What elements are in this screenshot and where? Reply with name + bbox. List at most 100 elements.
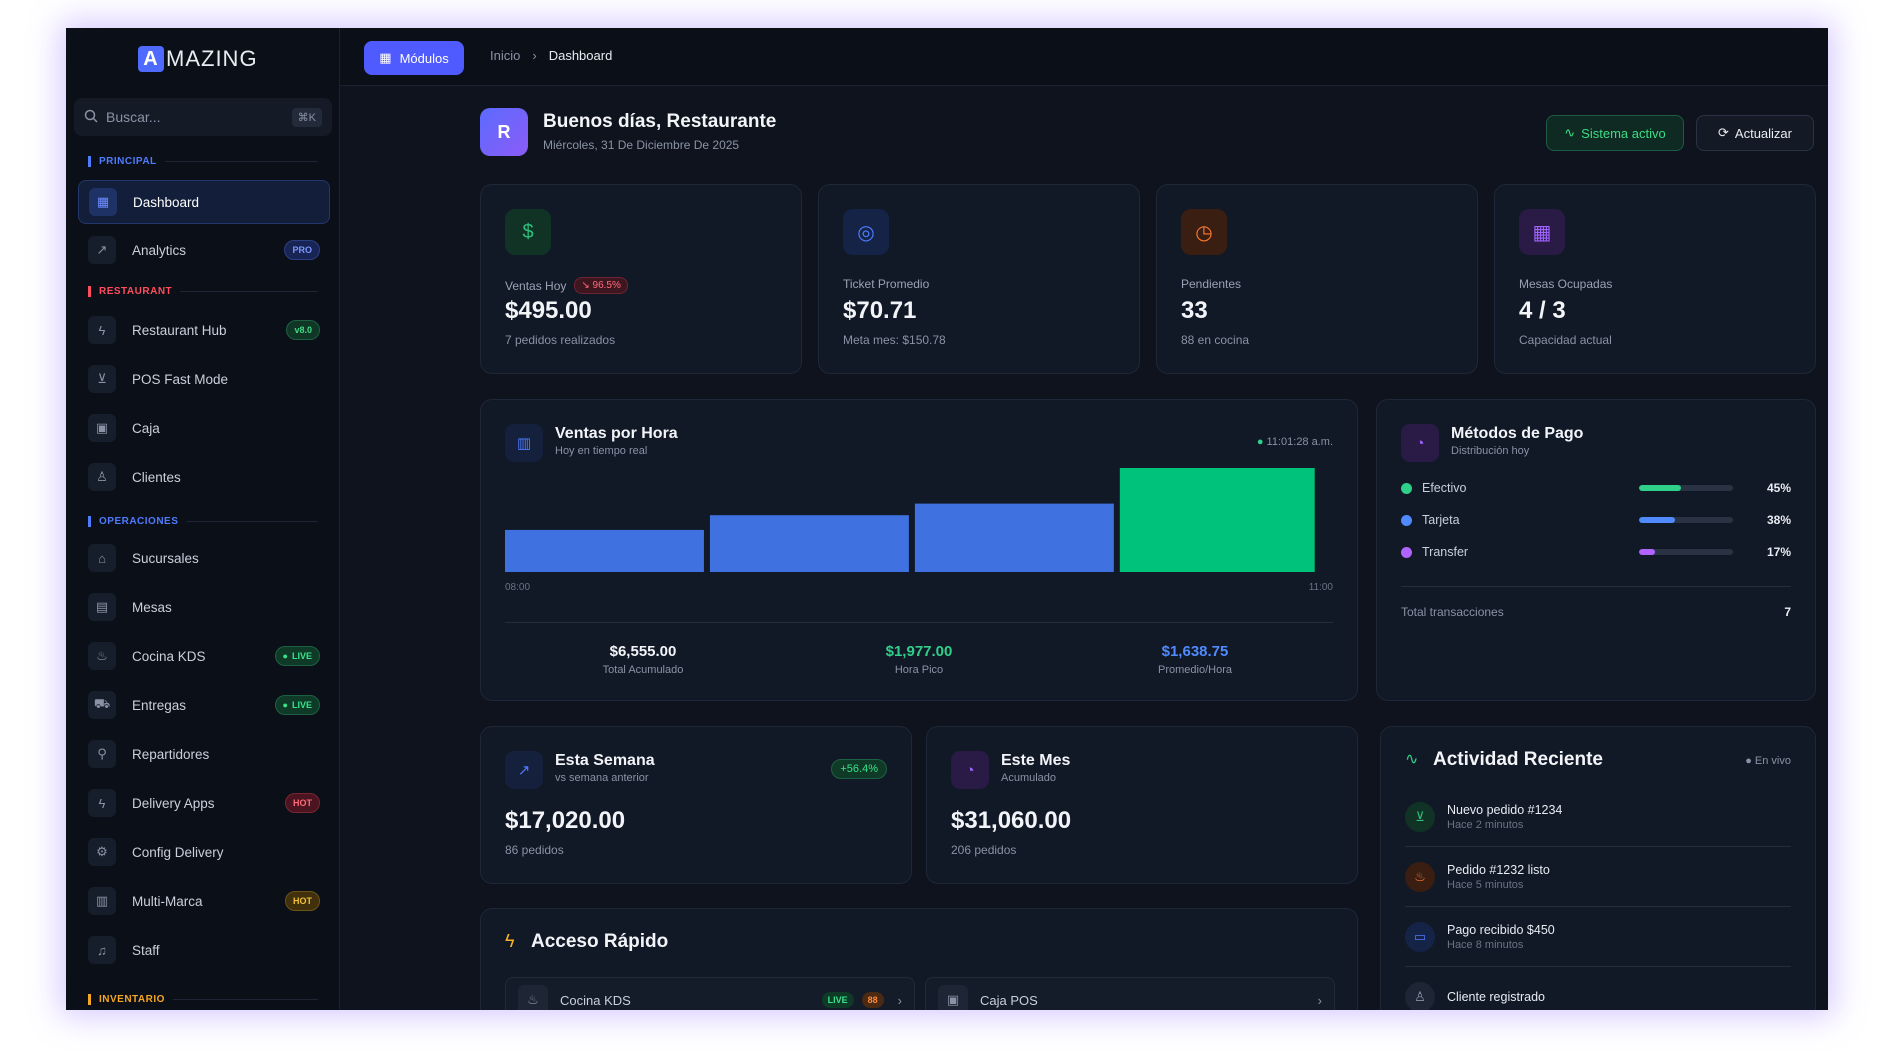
modules-label: Módulos <box>399 50 449 66</box>
register-icon: ▣ <box>88 414 116 442</box>
sidebar-item-entregas[interactable]: ⛟ Entregas LIVE <box>78 683 330 727</box>
chevron-right-icon: › <box>897 992 902 1008</box>
sidebar-item-repartidores[interactable]: ⚲ Repartidores <box>78 732 330 776</box>
refresh-icon: ⟳ <box>1718 125 1729 140</box>
brand-name: MAZING <box>166 46 258 71</box>
activity-title: Pago recibido $450 <box>1447 922 1555 937</box>
sidebar-item-mesas[interactable]: ▤ Mesas <box>78 585 330 629</box>
stat-card-ventas-hoy[interactable]: $ Ventas Hoy ↘ 96.5% $495.00 7 pedidos r… <box>480 184 802 374</box>
refresh-label: Actualizar <box>1734 125 1792 141</box>
payment-label: Efectivo <box>1422 481 1467 495</box>
chart-bar-1000[interactable] <box>914 503 1114 572</box>
sales-bar-chart <box>505 468 1315 572</box>
sidebar-item-pos-fast-mode[interactable]: ⊻ POS Fast Mode <box>78 357 330 401</box>
stat-card-pendientes[interactable]: ◷ Pendientes 33 88 en cocina <box>1156 184 1478 374</box>
system-status-button[interactable]: ∿ Sistema activo <box>1546 115 1684 151</box>
pie-chart-icon: ◔ <box>951 751 989 789</box>
sidebar-item-label: Restaurant Hub <box>132 322 227 338</box>
bike-icon: ⚲ <box>88 740 116 768</box>
modules-button[interactable]: ▦ Módulos <box>364 41 464 75</box>
sidebar-item-label: Mesas <box>132 599 172 615</box>
stat-card-mesas-ocupadas[interactable]: ▦ Mesas Ocupadas 4 / 3 Capacidad actual <box>1494 184 1816 374</box>
search-placeholder: Buscar... <box>106 109 161 125</box>
chevron-right-icon: › <box>1317 992 1322 1008</box>
stat-value: 4 / 3 <box>1519 297 1566 324</box>
bolt-icon: ϟ <box>88 789 116 817</box>
sidebar-item-label: Clientes <box>132 469 181 485</box>
sidebar-item-config-delivery[interactable]: ⚙ Config Delivery <box>78 830 330 874</box>
payment-row-tarjeta: Tarjeta 38% <box>1401 510 1791 530</box>
topbar: ▦ Módulos Inicio › Dashboard <box>340 28 1828 86</box>
card-subtitle: vs semana anterior <box>555 772 649 784</box>
grid-icon: ▦ <box>89 188 117 216</box>
refresh-button[interactable]: ⟳ Actualizar <box>1696 115 1814 151</box>
card-title: Este Mes <box>1001 752 1071 769</box>
sidebar-item-label: Multi-Marca <box>132 893 203 909</box>
brand-logo[interactable]: A MAZING <box>138 46 258 72</box>
week-card[interactable]: ↗ Esta Semana vs semana anterior +56.4% … <box>480 726 912 884</box>
breadcrumb-home[interactable]: Inicio <box>490 48 521 63</box>
sidebar-item-analytics[interactable]: ↗ Analytics PRO <box>78 228 330 272</box>
live-badge: LIVE <box>274 695 320 715</box>
activity-item[interactable]: ▭ Pago recibido $450 Hace 8 minutos <box>1405 907 1791 967</box>
sidebar-item-delivery-apps[interactable]: ϟ Delivery Apps HOT <box>78 781 330 825</box>
legend-dot <box>1401 514 1412 526</box>
chart-bar-0900[interactable] <box>709 515 909 572</box>
payment-bar <box>1639 549 1733 555</box>
legend-dot <box>1401 546 1412 558</box>
sidebar-item-caja[interactable]: ▣ Caja <box>78 406 330 450</box>
summary-total: $6,555.00 Total Acumulado <box>505 623 781 676</box>
breadcrumb: Inicio › Dashboard <box>490 48 612 63</box>
sidebar-item-restaurant-hub[interactable]: ϟ Restaurant Hub v8.0 <box>78 308 330 352</box>
sidebar-item-dashboard[interactable]: ▦ Dashboard <box>78 180 330 224</box>
page-date: Miércoles, 31 De Diciembre De 2025 <box>543 138 740 152</box>
sidebar-item-sucursales[interactable]: ⌂ Sucursales <box>78 536 330 580</box>
pulse-icon: ∿ <box>1405 751 1419 768</box>
main-content: R Buenos días, Restaurante Miércoles, 31… <box>340 86 1828 1010</box>
quick-item-caja-pos[interactable]: ▣ Caja POS › <box>925 977 1335 1010</box>
quick-access-card: ϟ Acceso Rápido ♨ Cocina KDS LIVE 88 › ▣… <box>480 908 1358 1010</box>
trend-icon: ↗ <box>505 751 543 789</box>
quick-item-cocina-kds[interactable]: ♨ Cocina KDS LIVE 88 › <box>505 977 915 1010</box>
card-title: Actividad Reciente <box>1433 749 1603 770</box>
week-sub: 86 pedidos <box>505 843 564 857</box>
app-window: A MAZING Buscar... ⌘K PRINCIPAL ▦ Dashbo… <box>66 28 1828 1010</box>
stat-sub: Capacidad actual <box>1519 333 1612 347</box>
sidebar-item-cocina-kds[interactable]: ♨ Cocina KDS LIVE <box>78 634 330 678</box>
stat-value: $495.00 <box>505 297 592 324</box>
building-icon: ▥ <box>88 887 116 915</box>
payment-bar <box>1639 485 1733 491</box>
sidebar-item-label: Analytics <box>132 242 187 258</box>
payment-pct: 38% <box>1766 513 1791 527</box>
bar-chart-icon: ▥ <box>505 424 543 462</box>
stat-card-ticket-promedio[interactable]: ◎ Ticket Promedio $70.71 Meta mes: $150.… <box>818 184 1140 374</box>
register-icon: ▣ <box>938 985 968 1010</box>
stat-label: Ticket Promedio <box>843 277 930 291</box>
sidebar-item-label: Sucursales <box>132 550 199 566</box>
divider <box>1401 586 1791 587</box>
activity-item[interactable]: ⊻ Nuevo pedido #1234 Hace 2 minutos <box>1405 787 1791 847</box>
chart-bar-1100[interactable] <box>1119 468 1315 572</box>
activity-item[interactable]: ♙ Cliente registrado <box>1405 967 1791 1010</box>
card-subtitle: Hoy en tiempo real <box>555 445 648 457</box>
summary-label: Promedio/Hora <box>1158 664 1232 676</box>
search-input[interactable]: Buscar... ⌘K <box>74 98 332 136</box>
month-value: $31,060.00 <box>951 807 1072 834</box>
month-card[interactable]: ◔ Este Mes Acumulado $31,060.00 206 pedi… <box>926 726 1358 884</box>
live-badge: LIVE <box>274 646 320 666</box>
stat-label-row: Ventas Hoy ↘ 96.5% <box>505 277 628 294</box>
week-value: $17,020.00 <box>505 807 626 834</box>
grid-icon: ▦ <box>1519 209 1565 255</box>
payment-pct: 45% <box>1766 481 1791 495</box>
sidebar-item-staff[interactable]: ♫ Staff <box>78 928 330 972</box>
version-badge: v8.0 <box>286 320 320 340</box>
search-shortcut: ⌘K <box>291 107 322 127</box>
avatar: R <box>480 108 528 156</box>
section-principal: PRINCIPAL <box>88 156 318 167</box>
activity-item[interactable]: ♨ Pedido #1232 listo Hace 5 minutos <box>1405 847 1791 907</box>
total-transactions-value: 7 <box>1784 605 1791 619</box>
chart-bar-0800[interactable] <box>505 529 704 572</box>
stat-label: Pendientes <box>1181 277 1242 291</box>
sidebar-item-clientes[interactable]: ♙ Clientes <box>78 455 330 499</box>
sidebar-item-multi-marca[interactable]: ▥ Multi-Marca HOT <box>78 879 330 923</box>
